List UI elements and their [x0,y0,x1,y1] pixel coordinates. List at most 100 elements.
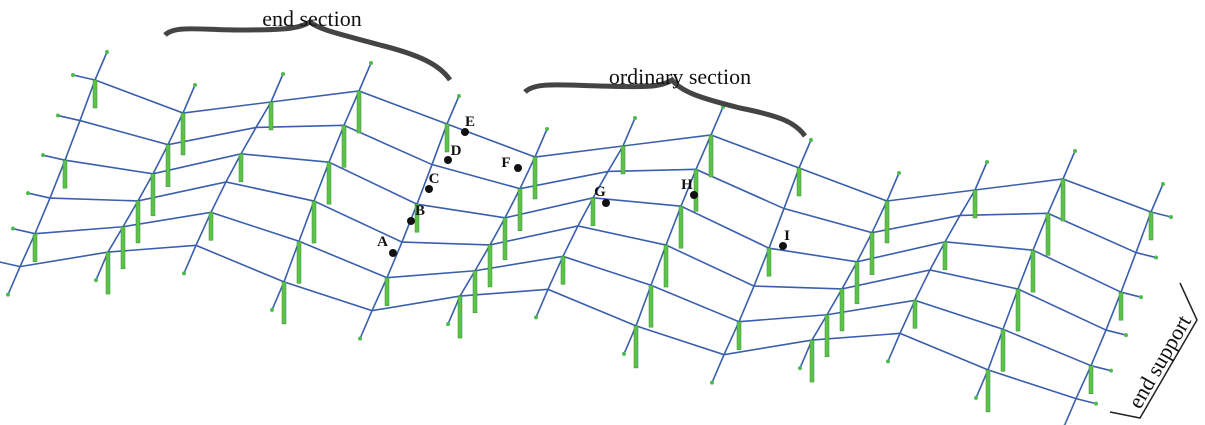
strut [106,252,110,294]
end-node [193,83,197,87]
strut [445,124,449,152]
end-section-label: end section [262,6,362,31]
strut [136,201,140,243]
mesh-line [1063,151,1075,179]
diagram: end section ordinary section end support… [0,0,1205,425]
mesh-line [28,193,50,198]
end-node [11,227,15,231]
end-node [798,366,802,370]
strut [709,135,713,177]
strut [503,218,507,260]
mesh-line [799,140,811,168]
end-node [6,293,10,297]
strut [634,326,638,368]
end-node [369,61,373,65]
mesh-line [1121,292,1141,297]
strut [885,201,889,243]
strut [943,242,947,270]
mesh-line [988,179,1063,370]
strut [649,285,653,327]
ordinary-section-label: ordinary section [609,64,751,89]
strut [458,296,462,338]
strut [342,125,346,167]
mesh-line [58,116,80,121]
end-node [182,271,186,275]
node-label: B [415,203,425,219]
mesh-line [636,135,711,326]
mesh-line [20,245,1076,398]
mesh-line [975,162,987,190]
node-label: G [594,184,606,200]
strut [282,282,286,324]
mesh [0,50,1173,425]
end-node [1094,402,1098,406]
end-node [71,73,75,77]
mesh-line [183,85,195,113]
strut [1149,212,1153,240]
end-node [446,322,450,326]
mesh-line [1076,399,1096,404]
node-label: F [501,155,510,171]
end-node [710,381,714,385]
node-label: D [451,143,462,159]
mesh-line [1151,212,1171,217]
end-node [534,315,538,319]
strut [679,206,683,248]
end-node [897,171,901,175]
strut [385,278,389,306]
strut [855,262,859,304]
strut [810,340,814,382]
strut [181,113,185,155]
mesh-line [711,107,723,135]
strut [239,154,243,182]
strut [1119,292,1123,320]
strut [93,80,97,108]
mesh-line [95,52,107,80]
mesh-line [535,129,547,157]
mesh-line [43,155,65,160]
strut [1016,289,1020,331]
mesh-line [1136,253,1156,258]
end-node [633,116,637,120]
node-label: A [377,234,388,250]
node-dot [389,249,397,257]
mesh-line [8,267,20,295]
mesh-line [900,190,975,333]
end-node [886,359,890,363]
mesh-line [196,102,271,245]
mesh-line [888,333,900,361]
strut [840,289,844,331]
end-node [94,278,98,282]
node-label: E [465,114,475,130]
end-node [56,114,60,118]
end-node [809,138,813,142]
mesh-line [359,63,371,91]
end-node [281,72,285,76]
node-dot [407,217,415,225]
nodes: A B C D E F G H I [377,114,790,257]
end-support-label: end support [1123,311,1196,413]
strut [561,256,565,284]
strut [694,169,698,211]
strut [488,245,492,287]
mesh-line [712,355,724,383]
end-node [985,160,989,164]
mesh-line [35,212,1091,365]
strut [913,300,917,328]
mesh-line [184,245,196,273]
end-node [270,308,274,312]
strut [63,160,67,188]
node-label: C [429,171,440,187]
strut [825,315,829,357]
strut [297,241,301,283]
mesh-line [536,289,548,317]
strut [1001,329,1005,371]
end-node [26,191,30,195]
end-node [457,94,461,98]
strut [737,322,741,350]
end-node [1139,295,1143,299]
end-node [974,396,978,400]
mesh-line [284,91,359,282]
strut [1089,366,1093,394]
mesh-line [0,262,20,267]
